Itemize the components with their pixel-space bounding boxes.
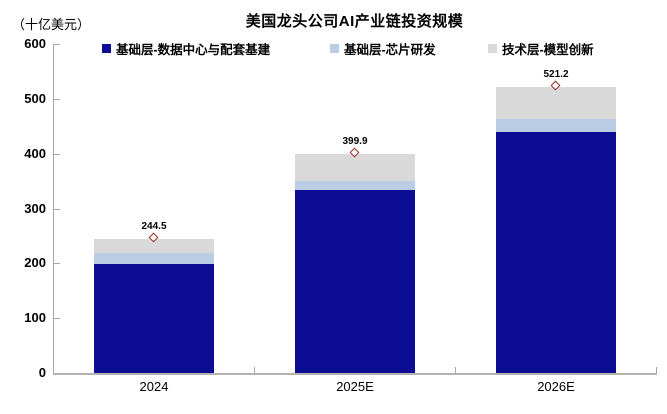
legend-label-datacenter: 基础层-数据中心与配套基建 (116, 42, 271, 57)
legend-swatch-chip-icon (330, 43, 339, 53)
x-tick (254, 367, 255, 373)
x-axis-label: 2026E (537, 379, 575, 394)
bar-segment-2026E-s0 (496, 131, 616, 373)
y-tick (54, 318, 60, 319)
x-axis-label: 2025E (336, 379, 374, 394)
bar-segment-2025E-s2 (295, 153, 415, 182)
legend-item-model: 技术层-模型创新 (488, 41, 594, 57)
bar-segment-2025E-s1 (295, 181, 415, 191)
y-tick-label: 0 (38, 365, 46, 380)
x-tick (455, 367, 456, 373)
bar-segment-2026E-s2 (496, 87, 616, 120)
legend-item-chip: 基础层-芯片研发 (330, 41, 436, 57)
y-tick (54, 154, 60, 155)
y-axis-line (53, 44, 54, 373)
total-data-label: 521.2 (543, 69, 569, 80)
legend-swatch-model-icon (488, 43, 497, 53)
bar-segment-2024-s0 (94, 263, 214, 373)
y-tick-label: 500 (24, 91, 46, 106)
total-data-label: 399.9 (342, 136, 368, 147)
x-tick (656, 367, 657, 373)
bar-segment-2026E-s1 (496, 119, 616, 132)
bar-segment-2024-s1 (94, 252, 214, 264)
y-tick (54, 44, 60, 45)
y-axis-unit-label: （十亿美元） (12, 17, 91, 32)
bar-segment-2025E-s0 (295, 190, 415, 373)
legend-swatch-datacenter-icon (102, 43, 111, 53)
total-data-label: 244.5 (141, 221, 167, 232)
legend-item-datacenter: 基础层-数据中心与配套基建 (102, 41, 271, 57)
y-tick (54, 209, 60, 210)
legend-label-chip: 基础层-芯片研发 (344, 42, 436, 57)
x-axis-line (53, 373, 657, 375)
y-tick-label: 600 (24, 36, 46, 51)
bar-segment-2024-s2 (94, 238, 214, 253)
y-tick (54, 263, 60, 264)
y-tick-label: 200 (24, 255, 46, 270)
y-tick-label: 300 (24, 201, 46, 216)
y-tick-label: 100 (24, 310, 46, 325)
x-axis-label: 2024 (139, 379, 169, 394)
legend-label-model: 技术层-模型创新 (502, 42, 594, 57)
chart-title: 美国龙头公司AI产业链投资规模 (245, 13, 464, 30)
y-tick-label: 400 (24, 146, 46, 161)
y-tick (54, 99, 60, 100)
